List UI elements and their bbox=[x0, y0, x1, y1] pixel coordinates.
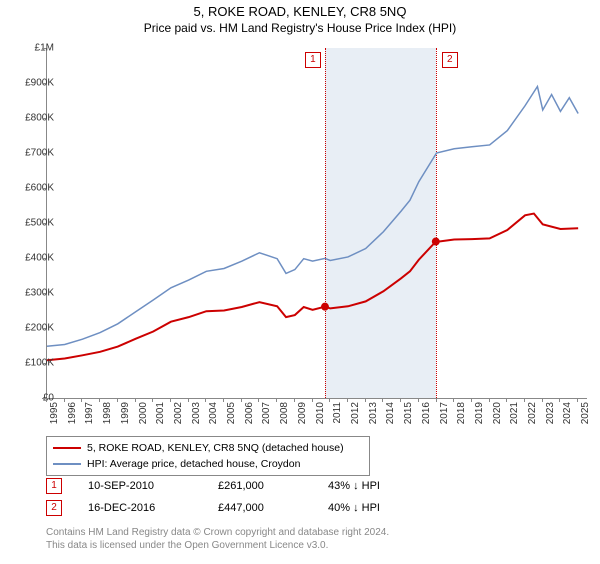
legend-label-1: 5, ROKE ROAD, KENLEY, CR8 5NQ (detached … bbox=[87, 442, 344, 454]
legend-swatch-2 bbox=[53, 463, 81, 465]
x-axis-label: 2001 bbox=[155, 402, 166, 424]
x-axis-label: 2016 bbox=[421, 402, 432, 424]
table-delta-2: 40% ↓ HPI bbox=[328, 502, 448, 514]
footnote-line-2: This data is licensed under the Open Gov… bbox=[46, 539, 389, 552]
table-date-2: 16-DEC-2016 bbox=[88, 502, 218, 514]
table-date-1: 10-SEP-2010 bbox=[88, 480, 218, 492]
sales-table: 1 10-SEP-2010 £261,000 43% ↓ HPI 2 16-DE… bbox=[46, 478, 448, 516]
x-axis-label: 1996 bbox=[67, 402, 78, 424]
x-axis-label: 1995 bbox=[49, 402, 60, 424]
legend-row-1: 5, ROKE ROAD, KENLEY, CR8 5NQ (detached … bbox=[53, 440, 363, 456]
x-axis-label: 1997 bbox=[84, 402, 95, 424]
sale-point bbox=[321, 303, 329, 311]
table-delta-1: 43% ↓ HPI bbox=[328, 480, 448, 492]
x-axis-label: 2013 bbox=[368, 402, 379, 424]
y-axis-label: £900K bbox=[14, 78, 54, 89]
series-line bbox=[47, 87, 578, 347]
x-axis-label: 2005 bbox=[226, 402, 237, 424]
x-axis-label: 2004 bbox=[208, 402, 219, 424]
x-axis-label: 2015 bbox=[403, 402, 414, 424]
y-axis-label: £1M bbox=[14, 43, 54, 54]
x-axis-label: 2008 bbox=[279, 402, 290, 424]
x-axis-label: 2012 bbox=[350, 402, 361, 424]
footnote-line-1: Contains HM Land Registry data © Crown c… bbox=[46, 526, 389, 539]
x-axis-label: 1998 bbox=[102, 402, 113, 424]
table-marker-1: 1 bbox=[46, 478, 62, 494]
x-axis-label: 2025 bbox=[580, 402, 591, 424]
chart-plot-area: 1 2 bbox=[46, 48, 587, 399]
sale-point bbox=[432, 238, 440, 246]
x-axis-label: 2011 bbox=[332, 402, 343, 424]
x-axis-label: 2018 bbox=[456, 402, 467, 424]
x-axis-label: 2017 bbox=[439, 402, 450, 424]
chart-subtitle: Price paid vs. HM Land Registry's House … bbox=[0, 21, 600, 35]
table-price-2: £447,000 bbox=[218, 502, 328, 514]
legend-label-2: HPI: Average price, detached house, Croy… bbox=[87, 458, 300, 470]
chart-title: 5, ROKE ROAD, KENLEY, CR8 5NQ bbox=[0, 4, 600, 19]
y-axis-label: £400K bbox=[14, 253, 54, 264]
y-axis-label: £500K bbox=[14, 218, 54, 229]
x-axis-label: 2023 bbox=[545, 402, 556, 424]
y-axis-label: £100K bbox=[14, 358, 54, 369]
legend-swatch-1 bbox=[53, 447, 81, 450]
y-axis-label: £200K bbox=[14, 323, 54, 334]
x-axis-label: 1999 bbox=[120, 402, 131, 424]
y-axis-label: £0 bbox=[14, 393, 54, 404]
legend: 5, ROKE ROAD, KENLEY, CR8 5NQ (detached … bbox=[46, 436, 370, 476]
x-axis-label: 2010 bbox=[315, 402, 326, 424]
x-axis-label: 2007 bbox=[261, 402, 272, 424]
x-axis-label: 2020 bbox=[492, 402, 503, 424]
chart-lines bbox=[47, 48, 587, 398]
y-axis-label: £700K bbox=[14, 148, 54, 159]
x-axis-label: 2002 bbox=[173, 402, 184, 424]
legend-row-2: HPI: Average price, detached house, Croy… bbox=[53, 456, 363, 472]
x-axis-label: 2009 bbox=[297, 402, 308, 424]
table-price-1: £261,000 bbox=[218, 480, 328, 492]
y-axis-label: £300K bbox=[14, 288, 54, 299]
x-axis-label: 2003 bbox=[191, 402, 202, 424]
x-axis-label: 2006 bbox=[244, 402, 255, 424]
x-axis-label: 2019 bbox=[474, 402, 485, 424]
x-axis-label: 2024 bbox=[562, 402, 573, 424]
series-line bbox=[47, 214, 578, 361]
x-axis-label: 2021 bbox=[509, 402, 520, 424]
x-axis-label: 2022 bbox=[527, 402, 538, 424]
y-axis-label: £600K bbox=[14, 183, 54, 194]
x-axis-label: 2014 bbox=[385, 402, 396, 424]
footnote: Contains HM Land Registry data © Crown c… bbox=[46, 526, 389, 552]
y-axis-label: £800K bbox=[14, 113, 54, 124]
x-axis-label: 2000 bbox=[138, 402, 149, 424]
table-marker-2: 2 bbox=[46, 500, 62, 516]
